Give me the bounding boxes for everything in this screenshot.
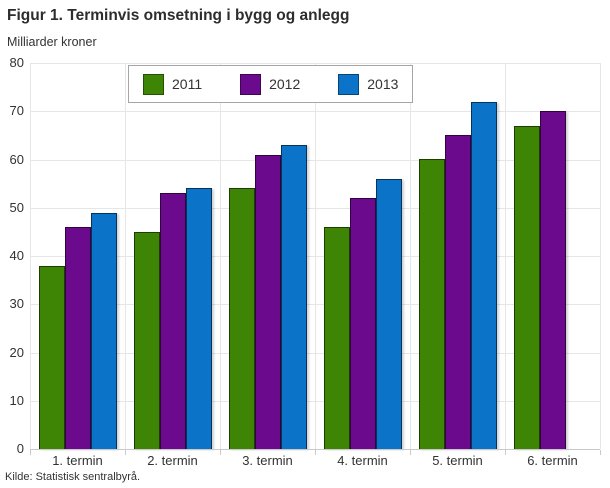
gridline-x-5 — [505, 63, 506, 449]
y-axis-label-30: 30 — [9, 296, 24, 311]
chart-title: Figur 1. Terminvis omsetning i bygg og a… — [7, 7, 350, 24]
bar-2011-1-termin[interactable] — [39, 266, 65, 449]
y-axis-label-60: 60 — [9, 152, 24, 167]
x-tick-3 — [315, 450, 316, 455]
plot-area — [30, 63, 601, 455]
x-axis-label-6-termin: 6. termin — [527, 453, 578, 468]
y-axis-label-70: 70 — [9, 103, 24, 118]
x-axis-label-3-termin: 3. termin — [242, 453, 293, 468]
x-tick-6 — [600, 450, 601, 455]
x-axis-line — [30, 449, 600, 450]
bar-2012-4-termin[interactable] — [350, 198, 376, 449]
source-note: Kilde: Statistisk sentralbyrå. — [5, 471, 141, 483]
bar-2012-5-termin[interactable] — [445, 135, 471, 449]
gridline-x-1 — [125, 63, 126, 449]
bar-2012-1-termin[interactable] — [65, 227, 91, 449]
bar-2013-3-termin[interactable] — [281, 145, 307, 449]
legend-item-2012[interactable]: 2012 — [240, 73, 301, 95]
legend-label-2012: 2012 — [269, 76, 301, 92]
bar-2011-3-termin[interactable] — [229, 188, 255, 449]
bar-2011-4-termin[interactable] — [324, 227, 350, 449]
x-tick-0 — [30, 450, 31, 455]
bar-2013-5-termin[interactable] — [471, 102, 497, 449]
legend-label-2013: 2013 — [367, 76, 399, 92]
x-tick-4 — [410, 450, 411, 455]
legend-label-2011: 2011 — [172, 76, 203, 92]
gridline-x-6 — [600, 63, 601, 449]
bar-2013-1-termin[interactable] — [91, 213, 117, 449]
bar-2011-6-termin[interactable] — [514, 126, 540, 449]
bar-2011-5-termin[interactable] — [419, 159, 445, 449]
x-tick-1 — [125, 450, 126, 455]
legend-swatch-2013 — [338, 73, 360, 95]
legend-item-2011[interactable]: 2011 — [143, 73, 203, 95]
legend-item-2013[interactable]: 2013 — [338, 73, 399, 95]
x-axis-label-2-termin: 2. termin — [147, 453, 198, 468]
y-axis-label-20: 20 — [9, 345, 24, 360]
x-tick-5 — [505, 450, 506, 455]
y-axis-label-80: 80 — [9, 55, 24, 70]
x-tick-2 — [220, 450, 221, 455]
legend: 2011 2012 2013 — [128, 65, 414, 103]
y-axis-label-0: 0 — [16, 441, 24, 456]
gridline-x-4 — [410, 63, 411, 449]
gridline-x-3 — [315, 63, 316, 449]
legend-swatch-2011 — [143, 73, 164, 95]
bar-2012-3-termin[interactable] — [255, 155, 281, 449]
bar-2013-4-termin[interactable] — [376, 179, 402, 449]
x-axis-label-1-termin: 1. termin — [52, 453, 103, 468]
y-axis-label-10: 10 — [9, 393, 24, 408]
chart-subtitle: Milliarder kroner — [7, 35, 97, 49]
y-axis-label-50: 50 — [9, 200, 24, 215]
bar-2011-2-termin[interactable] — [134, 232, 160, 449]
legend-swatch-2012 — [240, 73, 262, 95]
bar-2012-2-termin[interactable] — [160, 193, 186, 449]
gridline-x-0 — [30, 63, 31, 449]
x-axis-label-4-termin: 4. termin — [337, 453, 388, 468]
y-axis-label-40: 40 — [9, 248, 24, 263]
bar-2012-6-termin[interactable] — [540, 111, 566, 449]
bar-2013-2-termin[interactable] — [186, 188, 212, 449]
x-axis-label-5-termin: 5. termin — [432, 453, 483, 468]
gridline-x-2 — [220, 63, 221, 449]
